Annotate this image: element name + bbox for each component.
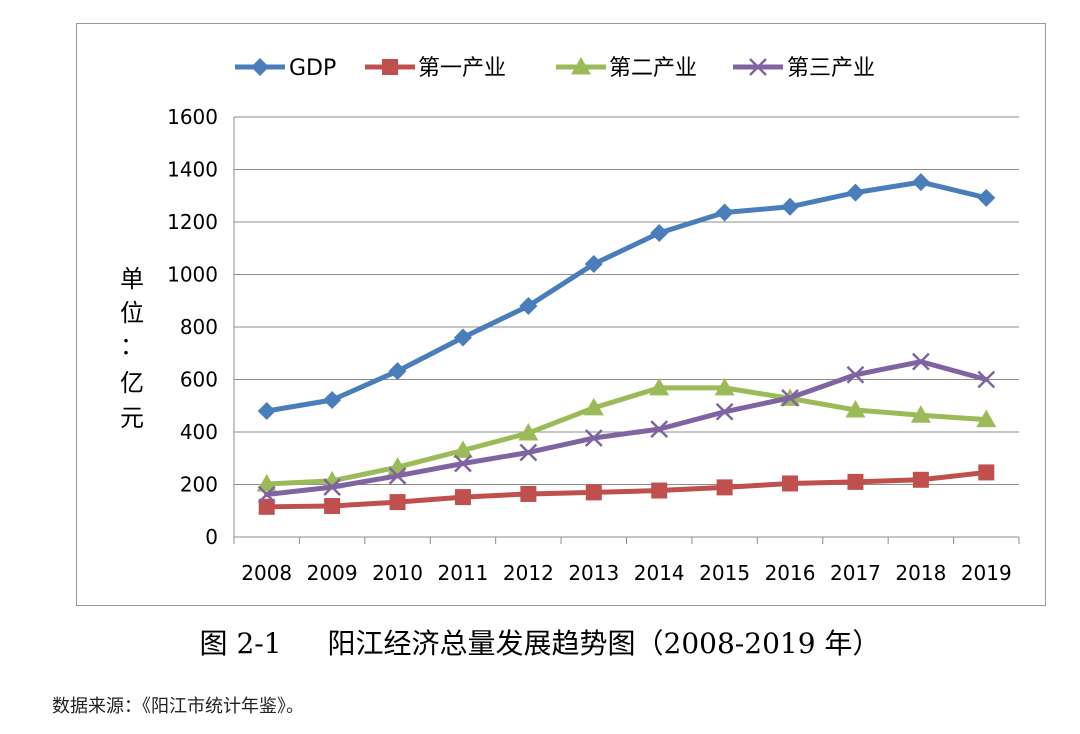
y-tick-label: 200 bbox=[180, 473, 218, 497]
chart-frame: 0 200 400 600 800 1000 1200 1400 1600 2008 2009 201… bbox=[76, 23, 1046, 606]
data-point-series-4 bbox=[650, 420, 669, 438]
data-point-series-4 bbox=[323, 478, 342, 497]
series-line-3 bbox=[264, 385, 989, 487]
x-tick-label: 2011 bbox=[438, 561, 489, 585]
figure-title: 阳江经济总量发展趋势图（2008-2019 年） bbox=[327, 627, 881, 660]
data-point-series-3 bbox=[714, 377, 735, 396]
data-point-series-4 bbox=[454, 454, 472, 473]
data-point-series-2 bbox=[585, 484, 602, 501]
data-point-series-2 bbox=[782, 475, 799, 492]
x-tick-label: 2014 bbox=[634, 561, 685, 585]
data-point-series-2 bbox=[520, 485, 537, 502]
legend-marker-3 bbox=[571, 57, 591, 75]
data-point-series-3 bbox=[452, 440, 473, 458]
data-point-series-2 bbox=[978, 464, 995, 481]
data-point-series-1 bbox=[650, 224, 669, 243]
y-tick-label: 400 bbox=[180, 420, 218, 444]
data-point-series-1 bbox=[715, 203, 734, 222]
x-tick-label: 2018 bbox=[895, 561, 946, 585]
x-tick-label: 2008 bbox=[241, 561, 292, 585]
data-point-series-2 bbox=[912, 471, 929, 488]
data-point-series-1 bbox=[781, 197, 800, 216]
legend-label-4: 第三产业 bbox=[787, 56, 875, 81]
data-point-series-2 bbox=[389, 494, 406, 511]
y-tick-label: 0 bbox=[205, 525, 218, 549]
data-point-series-4 bbox=[257, 485, 276, 504]
x-tick-label: 2010 bbox=[372, 561, 423, 585]
data-point-series-1 bbox=[519, 297, 538, 315]
x-tick-label: 2009 bbox=[307, 561, 358, 585]
y-axis-label-char: 位 bbox=[120, 299, 144, 327]
legend-label-2: 第一产业 bbox=[418, 56, 506, 81]
series-line-2 bbox=[264, 469, 989, 510]
data-point-series-3 bbox=[976, 409, 997, 428]
series-line-4 bbox=[264, 359, 989, 497]
figure-caption: 图 2-1 阳江经济总量发展趋势图（2008-2019 年） bbox=[0, 622, 1080, 662]
data-point-series-1 bbox=[911, 173, 930, 192]
y-tick-label: 600 bbox=[180, 368, 218, 392]
y-tick-label: 1000 bbox=[167, 263, 218, 287]
data-point-series-3 bbox=[256, 473, 277, 492]
data-point-series-4 bbox=[519, 443, 538, 462]
y-axis-label-char: 单 bbox=[120, 265, 144, 293]
legend-label-3: 第二产业 bbox=[609, 56, 697, 81]
legend-marker-1 bbox=[251, 58, 269, 76]
line-chart: 0 200 400 600 800 1000 1200 1400 1600 2008 2009 201… bbox=[120, 56, 1020, 585]
data-point-series-2 bbox=[454, 489, 471, 506]
data-point-series-1 bbox=[257, 402, 276, 420]
data-point-series-3 bbox=[518, 423, 539, 441]
data-point-series-3 bbox=[649, 377, 670, 396]
data-point-series-2 bbox=[847, 473, 864, 490]
data-point-series-1 bbox=[323, 390, 342, 409]
y-axis-label-char: 亿 bbox=[120, 369, 144, 397]
legend-marker-4 bbox=[749, 58, 767, 76]
data-point-series-4 bbox=[846, 365, 865, 384]
data-point-series-1 bbox=[584, 255, 603, 273]
data-point-series-4 bbox=[715, 402, 734, 421]
x-tick-label: 2012 bbox=[503, 561, 554, 585]
data-point-series-1 bbox=[846, 183, 865, 202]
figure-number: 图 2-1 bbox=[199, 627, 282, 660]
data-point-series-1 bbox=[977, 188, 996, 207]
data-point-series-3 bbox=[583, 397, 604, 416]
data-point-series-4 bbox=[977, 370, 996, 389]
y-tick-label: 1400 bbox=[167, 158, 218, 182]
data-point-series-2 bbox=[651, 482, 668, 499]
data-point-series-4 bbox=[781, 388, 799, 407]
data-point-series-2 bbox=[258, 498, 275, 515]
y-tick-label: 1200 bbox=[167, 210, 218, 234]
y-tick-label: 800 bbox=[180, 315, 218, 339]
data-point-series-3 bbox=[845, 399, 866, 418]
data-point-series-1 bbox=[453, 328, 472, 347]
y-tick-label: 1600 bbox=[167, 105, 218, 129]
data-point-series-4 bbox=[388, 466, 407, 485]
data-point-series-2 bbox=[324, 498, 341, 515]
x-tick-label: 2015 bbox=[699, 561, 750, 585]
x-tick-label: 2019 bbox=[961, 561, 1012, 585]
y-axis-label-char: ： bbox=[120, 332, 144, 360]
y-axis-label-char: 元 bbox=[120, 404, 144, 432]
x-tick-label: 2017 bbox=[830, 561, 881, 585]
legend-label-1: GDP bbox=[289, 56, 336, 81]
data-point-series-4 bbox=[584, 429, 603, 447]
series-line-1 bbox=[264, 179, 989, 414]
x-tick-label: 2013 bbox=[568, 561, 619, 585]
x-tick-label: 2016 bbox=[765, 561, 816, 585]
data-source-note: 数据来源：《阳江市统计年鉴》。 bbox=[52, 696, 304, 717]
data-point-series-4 bbox=[911, 352, 930, 371]
data-point-series-1 bbox=[388, 362, 407, 381]
data-point-series-2 bbox=[716, 479, 733, 496]
data-point-series-3 bbox=[910, 405, 931, 423]
legend-marker-2 bbox=[382, 59, 398, 75]
